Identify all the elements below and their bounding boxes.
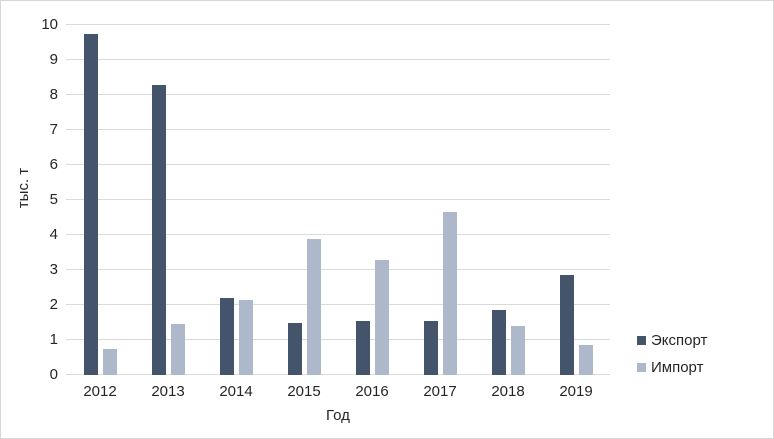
gridline: [66, 234, 610, 235]
bar-import-2016: [374, 259, 389, 375]
gridline: [66, 164, 610, 165]
gridline: [66, 94, 610, 95]
bar-import-2018: [510, 326, 525, 375]
legend-marker-export-icon: [637, 335, 646, 345]
x-tick-label: 2017: [423, 383, 457, 400]
x-tick-label: 2012: [83, 383, 117, 400]
bar-export-2013: [151, 84, 166, 375]
y-tick-label: 5: [49, 191, 58, 208]
legend-label-import: Импорт: [651, 358, 704, 376]
gridline: [66, 59, 610, 60]
x-tick-label: 2016: [355, 383, 389, 400]
y-tick-label: 6: [49, 156, 58, 173]
x-tick-label: 2019: [559, 383, 593, 400]
gridline: [66, 339, 610, 340]
x-tick-label: 2018: [491, 383, 525, 400]
y-tick-label: 9: [49, 51, 58, 68]
gridline: [66, 374, 610, 375]
bar-export-2012: [83, 33, 98, 375]
y-tick-label: 0: [49, 366, 58, 383]
gridline: [66, 129, 610, 130]
bar-import-2019: [578, 345, 593, 375]
x-tick-label: 2013: [151, 383, 185, 400]
y-tick-label: 8: [49, 86, 58, 103]
legend: Экспорт Импорт: [637, 330, 707, 384]
bar-import-2014: [238, 299, 253, 375]
x-tick-label: 2014: [219, 383, 253, 400]
x-tick-label: 2015: [287, 383, 321, 400]
legend-marker-import-icon: [637, 362, 646, 372]
y-tick-label: 1: [49, 331, 58, 348]
bar-export-2018: [491, 310, 506, 375]
y-tick-label: 3: [49, 261, 58, 278]
legend-item-export: Экспорт: [637, 330, 707, 350]
legend-item-import: Импорт: [637, 357, 707, 377]
bar-import-2013: [170, 324, 185, 375]
bar-export-2016: [355, 320, 370, 375]
gridline: [66, 24, 610, 25]
gridline: [66, 269, 610, 270]
y-tick-label: 4: [49, 226, 58, 243]
bar-export-2014: [219, 298, 234, 375]
bar-export-2017: [423, 320, 438, 375]
bar-export-2019: [559, 275, 574, 375]
y-tick-label: 2: [49, 296, 58, 313]
bar-import-2017: [442, 212, 457, 375]
bar-import-2012: [102, 349, 117, 375]
x-axis-title: Год: [326, 407, 350, 424]
y-tick-label: 10: [41, 16, 58, 33]
gridline: [66, 199, 610, 200]
bar-export-2015: [287, 322, 302, 375]
bar-import-2015: [306, 238, 321, 375]
plot-area: [66, 24, 610, 375]
legend-label-export: Экспорт: [651, 331, 708, 349]
y-tick-label: 7: [49, 121, 58, 138]
gridline: [66, 304, 610, 305]
